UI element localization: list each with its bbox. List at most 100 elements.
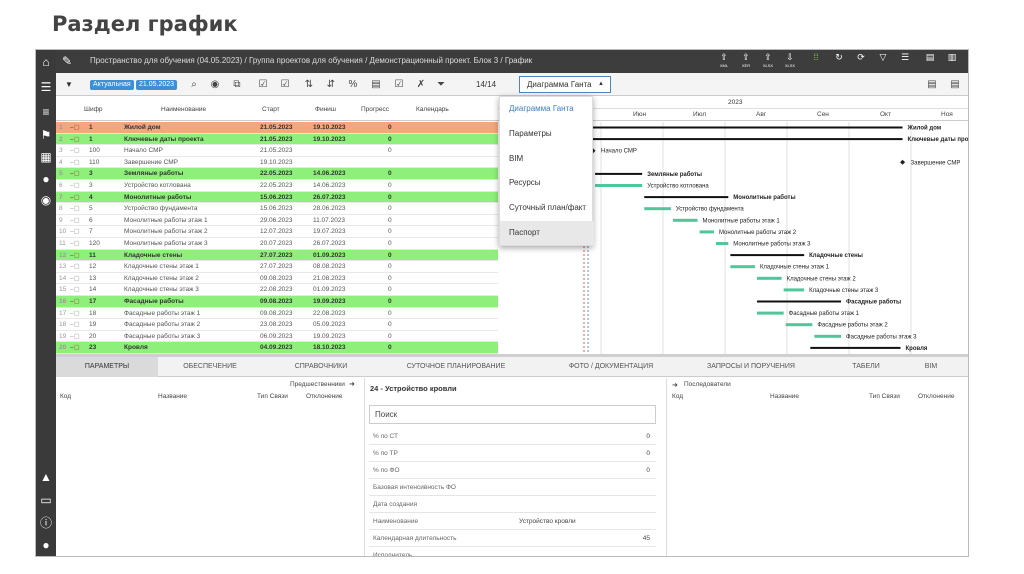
col-header-name[interactable]: Наименование <box>161 106 207 113</box>
row-expand-checkbox[interactable]: –▢ <box>70 321 80 329</box>
refresh-icon[interactable]: ↻ <box>835 52 843 62</box>
tab-supply[interactable]: ОБЕСПЕЧЕНИЕ <box>183 363 237 370</box>
table-row[interactable]: –▢ 4 110 Завершение СМР 19.10.2023 <box>56 157 498 169</box>
sync-icon[interactable]: ⟳ <box>857 52 865 62</box>
status-badge[interactable]: Актуальная <box>90 80 134 90</box>
export-xlsx-right-button[interactable]: ▤ <box>927 79 937 90</box>
table-row[interactable]: –▢ 20 23 Кровля 04.09.2023 18.10.2023 0 <box>56 342 498 354</box>
col-header-calendar[interactable]: Календарь <box>416 106 449 113</box>
home-icon[interactable]: ⌂ <box>42 55 50 69</box>
table-row[interactable]: –▢ 8 5 Устройство фундамента 15.06.2023 28.06… <box>56 203 498 215</box>
table-row[interactable]: –▢ 12 11 Кладочные стены 27.07.2023 01.09.202… <box>56 249 498 262</box>
grid-icon[interactable]: ▦ <box>40 150 52 164</box>
row-expand-checkbox[interactable]: –▢ <box>70 147 80 155</box>
row-expand-checkbox[interactable]: –▢ <box>70 251 80 259</box>
table-row[interactable]: –▢ 10 7 Монолитные работы этаж 2 12.07.2023 1… <box>56 226 498 238</box>
import-xlsx-button[interactable]: ⇩ XLSX <box>784 52 796 68</box>
search-icon[interactable]: ⌕ <box>191 79 197 90</box>
export-xlsx-button[interactable]: ⇪ XLSX <box>762 52 774 68</box>
table-row[interactable]: –▢ 7 4 Монолитные работы 15.06.2023 26.07.202… <box>56 191 498 204</box>
col-header-code[interactable]: Шифр <box>84 106 103 113</box>
table-icon[interactable]: ▤ <box>371 79 381 90</box>
pencil-icon[interactable]: ✎ <box>62 54 73 68</box>
table-row[interactable]: –▢ 9 6 Монолитные работы этаж 1 29.06.2023 11… <box>56 215 498 227</box>
check-icon[interactable]: ☑ <box>394 79 404 90</box>
menu-item-daily-plan[interactable]: Суточный план/факт <box>509 203 587 212</box>
menu-item-passport[interactable]: Паспорт <box>500 221 594 245</box>
layout-left-icon[interactable]: ▤ <box>925 52 935 62</box>
row-expand-checkbox[interactable]: –▢ <box>70 228 80 236</box>
list-icon[interactable]: ☰ <box>40 80 52 94</box>
col-header-finish[interactable]: Финиш <box>315 106 337 113</box>
export-xer-button[interactable]: ⇪ XER <box>741 52 751 68</box>
property-row[interactable]: Календарная длительность 45 <box>369 531 656 547</box>
menu-item-params[interactable]: Параметры <box>509 129 552 138</box>
table-row[interactable]: –▢ 13 12 Кладочные стены этаж 1 27.07.2023 08… <box>56 261 498 273</box>
arrow-right-icon[interactable]: ➜ <box>672 382 678 389</box>
table-row[interactable]: –▢ 16 17 Фасадные работы 09.08.2023 19.09.202… <box>56 296 498 308</box>
eye-icon[interactable]: ◉ <box>210 79 220 90</box>
export-icon[interactable]: ⧉ <box>233 79 241 90</box>
row-expand-checkbox[interactable]: –▢ <box>70 344 80 352</box>
arrow-up-down-icon[interactable]: ⇅ <box>304 79 314 90</box>
tab-bim[interactable]: BIM <box>924 363 938 370</box>
user-icon[interactable]: ● <box>42 538 50 552</box>
hierarchy-icon[interactable]: ≡ <box>42 105 50 119</box>
property-row[interactable]: Наименование Устройство кровли <box>369 514 656 530</box>
table-row[interactable]: –▢ 3 100 Начало СМР 21.05.2023 0 <box>56 145 498 157</box>
layout-split-icon[interactable]: ▥ <box>947 52 957 62</box>
table-row[interactable]: –▢ 14 13 Кладочные стены этаж 2 09.08.2023 21… <box>56 273 498 285</box>
table-row[interactable]: –▢ 1 1 Жилой дом 21.05.2023 19.10.2023 0 <box>56 122 498 134</box>
property-row[interactable]: % по ФО 0 <box>369 463 656 479</box>
property-row[interactable]: % по ТР 0 <box>369 446 656 462</box>
col-header-start[interactable]: Старт <box>262 106 280 113</box>
row-expand-checkbox[interactable]: –▢ <box>70 332 80 340</box>
row-expand-checkbox[interactable]: –▢ <box>70 216 80 224</box>
arrows-icon[interactable]: ⇵ <box>326 79 336 90</box>
export-pdf-button[interactable]: ▤ <box>950 79 960 90</box>
row-expand-checkbox[interactable]: –▢ <box>70 193 80 201</box>
property-row[interactable]: Дата создания <box>369 497 656 513</box>
check-doc-icon[interactable]: ☑ <box>258 79 268 90</box>
database-icon[interactable]: ◉ <box>40 193 52 207</box>
tab-daily-planning[interactable]: СУТОЧНОЕ ПЛАНИРОВАНИЕ <box>406 363 506 370</box>
percent-icon[interactable]: % <box>348 79 358 90</box>
row-expand-checkbox[interactable]: –▢ <box>70 286 80 294</box>
row-expand-checkbox[interactable]: –▢ <box>70 124 80 131</box>
horizontal-scrollbar[interactable] <box>56 354 968 357</box>
menu-item-gantt[interactable]: Диаграмма Ганта <box>509 104 574 113</box>
row-expand-checkbox[interactable]: –▢ <box>70 298 80 305</box>
menu-lines-icon[interactable]: ☰ <box>900 52 910 62</box>
row-expand-checkbox[interactable]: –▢ <box>70 274 80 282</box>
tab-timesheets[interactable]: ТАБЕЛИ <box>852 363 880 370</box>
tab-references[interactable]: СПРАВОЧНИКИ <box>294 363 348 370</box>
flag-icon[interactable]: ⚑ <box>40 128 52 142</box>
row-expand-checkbox[interactable]: –▢ <box>70 135 80 143</box>
users-icon[interactable]: ● <box>42 172 50 186</box>
property-row[interactable]: Базовая интенсивность ФО <box>369 480 656 496</box>
tab-requests[interactable]: ЗАПРОСЫ И ПОРУЧЕНИЯ <box>707 363 795 370</box>
row-expand-checkbox[interactable]: –▢ <box>70 240 80 247</box>
date-badge[interactable]: 21.05.2023 <box>136 80 178 90</box>
dots-grid-icon[interactable]: ⁞⁞ <box>813 52 819 62</box>
table-row[interactable]: –▢ 5 3 Земляные работы 22.05.2023 14.06.2023 0 <box>56 168 498 180</box>
info-icon[interactable]: ⓘ <box>39 516 52 530</box>
menu-item-bim[interactable]: BIM <box>509 154 524 163</box>
table-row[interactable]: –▢ 19 20 Фасадные работы этаж 3 06.09.2023 19… <box>56 331 498 343</box>
export-xml-button[interactable]: ⇪ XML <box>719 52 729 68</box>
table-row[interactable]: –▢ 17 18 Фасадные работы этаж 1 09.08.2023 22… <box>56 308 498 320</box>
view-select[interactable]: Диаграмма Ганта ▲ <box>519 76 611 93</box>
tab-photo-docs[interactable]: ФОТО / ДОКУМЕНТАЦИЯ <box>568 363 654 370</box>
row-expand-checkbox[interactable]: –▢ <box>70 205 80 213</box>
filter-icon[interactable]: ⏷ <box>437 79 445 90</box>
row-expand-checkbox[interactable]: –▢ <box>70 158 80 166</box>
table-row[interactable]: –▢ 15 14 Кладочные стены этаж 3 22.08.2023 01… <box>56 284 498 296</box>
row-expand-checkbox[interactable]: –▢ <box>70 182 80 189</box>
table-row[interactable]: –▢ 2 1 Ключевые даты проекта 21.05.2023 19.10… <box>56 133 498 146</box>
table-row[interactable]: –▢ 11 120 Монолитные работы этаж 3 20.07.202… <box>56 238 498 250</box>
close-x-icon[interactable]: ✗ <box>416 79 426 90</box>
tab-parameters[interactable]: ПАРАМЕТРЫ <box>56 357 158 377</box>
collapse-dropdown-icon[interactable]: ▼ <box>65 80 73 89</box>
check-doc-2-icon[interactable]: ☑ <box>280 79 290 90</box>
col-header-progress[interactable]: Прогресс <box>361 106 390 113</box>
